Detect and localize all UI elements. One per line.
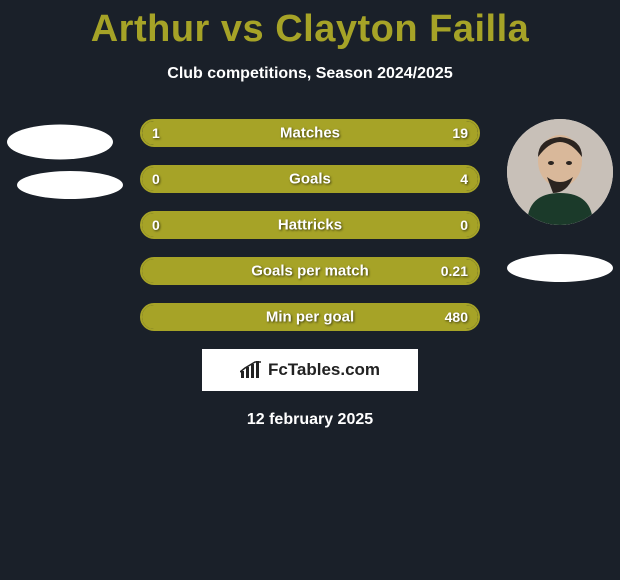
stat-row-mpg: Min per goal 480 <box>140 303 480 331</box>
brand-text: FcTables.com <box>268 360 380 380</box>
stat-row-hattricks: 0 Hattricks 0 <box>140 211 480 239</box>
subtitle: Club competitions, Season 2024/2025 <box>0 65 620 83</box>
stat-right-value: 0 <box>460 217 468 233</box>
bar-chart-icon <box>240 361 262 379</box>
stat-row-matches: 1 Matches 19 <box>140 119 480 147</box>
page-title: Arthur vs Clayton Failla <box>0 0 620 51</box>
stat-label: Goals <box>142 171 478 188</box>
stat-row-gpm: Goals per match 0.21 <box>140 257 480 285</box>
stat-label: Matches <box>142 125 478 142</box>
stat-right-value: 4 <box>460 171 468 187</box>
player-right-avatar <box>507 119 613 225</box>
player-left-avatar <box>7 125 113 160</box>
stat-label: Goals per match <box>142 263 478 280</box>
stat-row-goals: 0 Goals 4 <box>140 165 480 193</box>
stat-label: Hattricks <box>142 217 478 234</box>
stat-right-value: 480 <box>445 309 468 325</box>
date-text: 12 february 2025 <box>0 411 620 429</box>
stat-label: Min per goal <box>142 309 478 326</box>
stat-right-value: 0.21 <box>441 263 468 279</box>
brand-badge: FcTables.com <box>202 349 418 391</box>
player-photo-icon <box>507 119 613 225</box>
stat-right-value: 19 <box>452 125 468 141</box>
comparison-panel: 1 Matches 19 0 Goals 4 0 Hattricks 0 Goa… <box>0 119 620 429</box>
player-left-club-badge <box>17 171 123 199</box>
player-right-club-badge <box>507 254 613 282</box>
stat-bars: 1 Matches 19 0 Goals 4 0 Hattricks 0 Goa… <box>140 119 480 331</box>
